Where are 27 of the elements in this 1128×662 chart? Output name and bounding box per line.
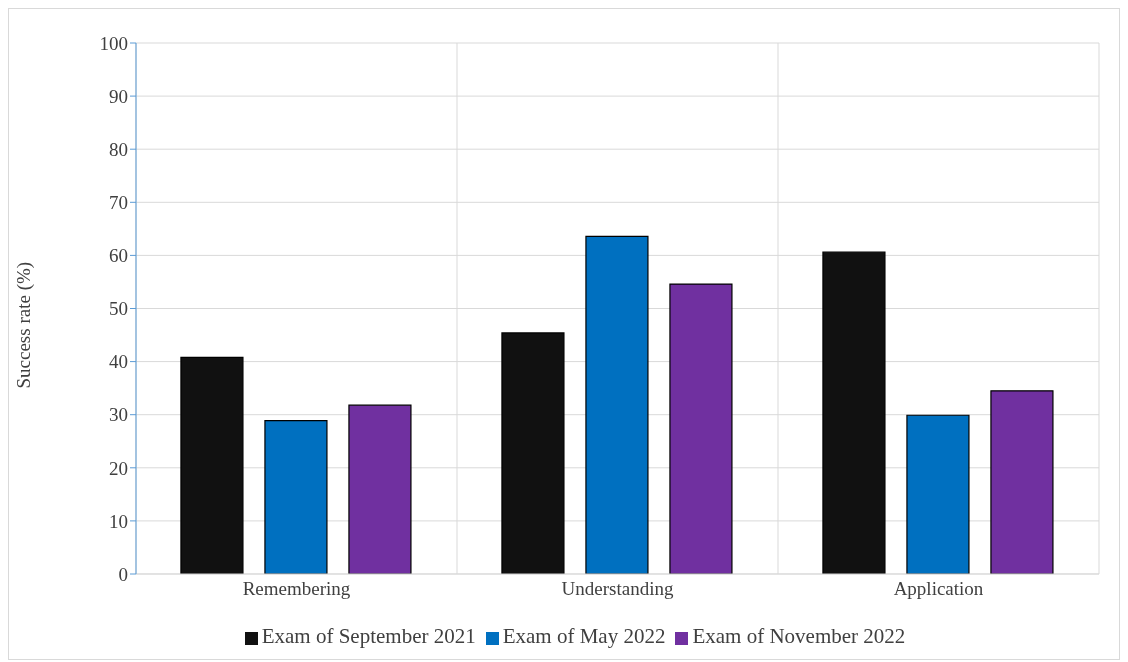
legend-label: Exam of May 2022 [502,624,666,648]
y-tick-label: 90 [109,85,128,107]
y-tick-label: 70 [109,192,128,214]
y-tick-label: 100 [99,32,128,54]
bar [669,283,733,574]
y-tick-label: 60 [109,245,128,267]
y-axis-title: Success rate (%) [12,261,35,389]
y-tick-label: 40 [109,351,128,373]
bar [264,419,328,574]
y-tick-label: 30 [109,404,128,426]
bar [180,356,244,574]
y-tick-label: 50 [109,298,128,320]
bar [585,235,649,574]
bar [348,404,412,574]
y-tick-label: 10 [109,510,128,532]
bar [906,414,970,574]
bar [501,332,565,574]
x-tick-label: Application [893,578,984,600]
legend-label: Exam of September 2021 [261,624,476,648]
bar [822,251,886,574]
x-tick-label: Understanding [561,578,674,600]
y-tick-label: 20 [109,457,128,479]
x-tick-label: Remembering [242,578,351,600]
y-tick-label: 80 [109,138,128,160]
y-tick-label: 0 [118,563,128,585]
legend-label: Exam of November 2022 [692,624,906,648]
bar [990,390,1054,574]
